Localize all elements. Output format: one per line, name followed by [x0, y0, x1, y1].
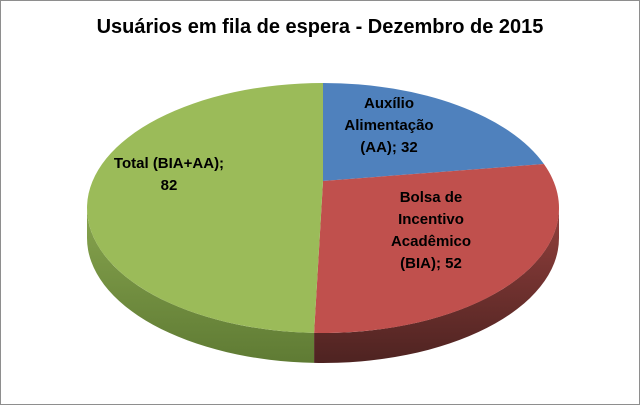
pie-slice-bia	[314, 164, 560, 333]
slice-label-bia: Bolsa de Incentivo Acadêmico (BIA); 52	[390, 189, 472, 272]
pie-side-total	[87, 208, 315, 363]
slice-label-aa: Auxílio Alimentação (AA); 32	[344, 95, 434, 156]
pie-side-bia	[314, 208, 559, 363]
pie-slice-total	[87, 83, 323, 333]
pie-slice-aa	[323, 83, 544, 181]
slice-label-total: Total (BIA+AA); 82	[113, 155, 225, 194]
chart-title: Usuários em fila de espera - Dezembro de…	[96, 16, 544, 38]
